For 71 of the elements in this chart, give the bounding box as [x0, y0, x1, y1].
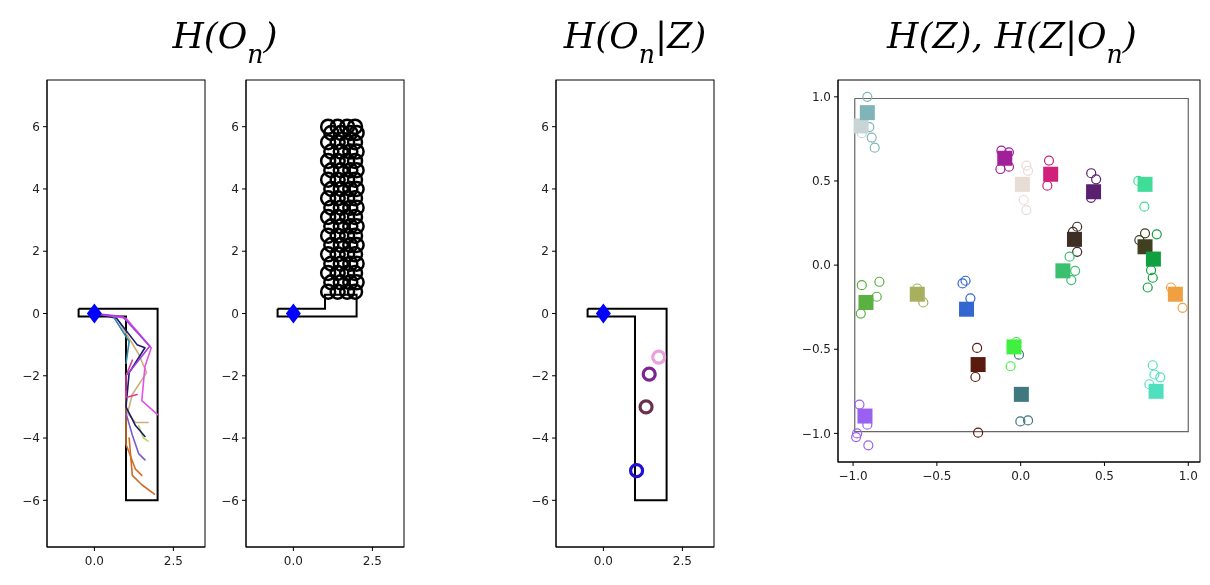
point	[853, 118, 869, 134]
chart-title: H(Z), H(Z|O$_{n}$)	[886, 15, 1137, 69]
point	[859, 105, 875, 121]
y-tick-label: −6	[531, 493, 549, 508]
y-tick-label: 6	[231, 119, 239, 134]
point	[1066, 231, 1082, 247]
point	[1014, 176, 1030, 192]
x-tick-label: 1.0	[1178, 469, 1198, 483]
y-tick-label: −6	[22, 493, 40, 508]
line-series	[118, 322, 149, 424]
x-tick-label: 0.0	[1011, 469, 1031, 483]
point	[1137, 176, 1153, 192]
y-tick-label: 0	[541, 306, 549, 321]
x-tick-label: −0.5	[922, 469, 952, 483]
y-tick-label: −1.0	[801, 426, 831, 441]
point	[858, 294, 874, 310]
point	[1055, 263, 1071, 279]
y-tick-label: 4	[231, 182, 239, 197]
y-tick-label: 0	[231, 306, 239, 321]
point	[852, 428, 863, 439]
point	[1043, 166, 1059, 182]
line-series	[125, 412, 146, 461]
point	[1013, 386, 1029, 402]
y-tick-label: 4	[541, 182, 549, 197]
point	[1145, 251, 1161, 267]
y-tick-label: 2	[231, 244, 239, 259]
point	[970, 357, 986, 373]
point	[628, 463, 645, 479]
y-tick-label: −0.5	[801, 342, 831, 357]
point	[595, 303, 611, 324]
y-tick-label: 2	[32, 244, 40, 259]
line-series	[125, 359, 138, 399]
y-tick-label: 6	[32, 119, 40, 134]
y-tick-label: −6	[221, 493, 239, 508]
point	[638, 399, 654, 415]
point	[641, 366, 657, 382]
point	[863, 440, 874, 451]
point	[854, 399, 865, 410]
point	[1137, 239, 1153, 255]
x-tick-label: 2.5	[672, 554, 692, 568]
y-tick-label: −2	[531, 368, 549, 383]
chart-title: H(O$_{n}$|Z)	[562, 15, 707, 69]
x-tick-label: 0.0	[593, 554, 613, 568]
point	[851, 431, 862, 443]
point	[997, 150, 1013, 166]
point	[909, 286, 925, 302]
y-tick-label: 4	[32, 182, 40, 197]
point	[959, 301, 975, 317]
y-tick-label: 2	[541, 244, 549, 259]
y-tick-label: 1.0	[811, 90, 831, 105]
point	[651, 349, 667, 365]
y-tick-label: 0.0	[811, 258, 831, 273]
y-tick-label: −4	[531, 431, 549, 446]
x-tick-label: −1.0	[838, 469, 868, 483]
point	[1086, 184, 1102, 200]
y-tick-label: −2	[221, 368, 239, 383]
chart-title: H(O$_{n}$)	[171, 15, 278, 69]
y-tick-label: −4	[22, 431, 40, 446]
y-tick-label: −2	[22, 368, 40, 383]
x-tick-label: 0.0	[84, 554, 104, 568]
x-tick-label: 0.5	[1094, 469, 1115, 483]
point	[1148, 383, 1164, 399]
point	[1006, 339, 1022, 355]
x-tick-label: 0.0	[283, 554, 303, 568]
x-tick-label: 2.5	[362, 554, 382, 568]
y-tick-label: 6	[541, 119, 549, 134]
x-tick-label: 2.5	[163, 554, 183, 568]
y-tick-label: 0.5	[811, 174, 831, 189]
point	[1167, 286, 1183, 302]
y-tick-label: −4	[221, 431, 239, 446]
y-tick-label: 0	[32, 306, 40, 321]
